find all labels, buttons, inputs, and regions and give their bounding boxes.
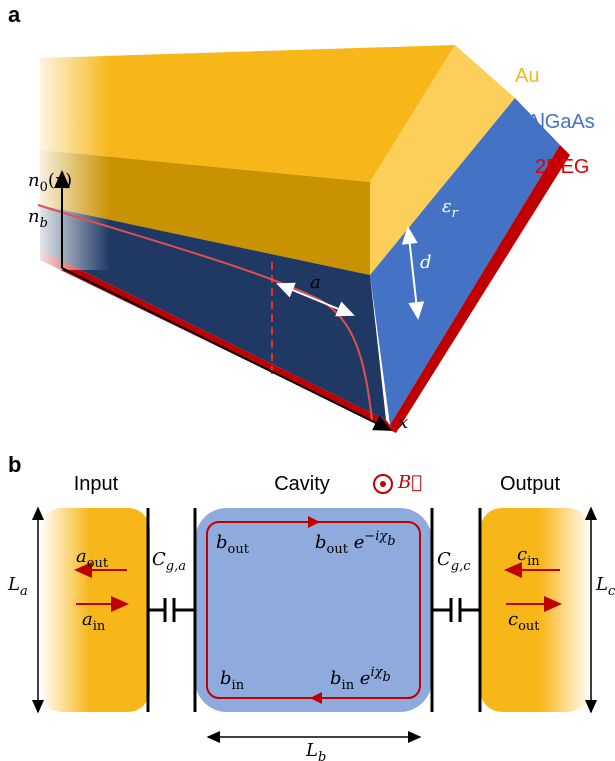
- math-label: d: [420, 252, 432, 273]
- math-part: b: [330, 668, 342, 689]
- section-label: Cavity: [274, 473, 330, 495]
- math-part: L: [7, 574, 20, 595]
- math-part: in: [93, 619, 106, 634]
- section-label: Input: [74, 473, 119, 495]
- loop-arrow: [308, 516, 320, 528]
- au-front: [40, 150, 370, 275]
- math-label: bin eiχb: [330, 665, 391, 693]
- math-label: La: [7, 574, 28, 599]
- math-label: Cg,a: [152, 549, 186, 574]
- math-part: b: [382, 670, 390, 685]
- math-part: b: [318, 750, 326, 761]
- math-part: x: [55, 170, 65, 191]
- deg-front: [40, 250, 396, 433]
- fade: [540, 506, 592, 714]
- math-label: bout: [216, 532, 250, 557]
- math-part: b: [40, 216, 48, 231]
- deg-side: [390, 145, 570, 433]
- math-part: c: [517, 544, 527, 565]
- math-part: g,a: [166, 559, 186, 574]
- fade: [40, 506, 90, 714]
- b-field-symbol: [373, 474, 393, 494]
- panel-label: b: [8, 452, 21, 477]
- au-side: [370, 45, 515, 275]
- math-part: b: [387, 534, 395, 549]
- dimension-arrows: [32, 506, 597, 743]
- math-part: a: [76, 546, 87, 567]
- math-part: a: [20, 584, 28, 599]
- math-part: L: [305, 740, 318, 761]
- port-arrows: [74, 562, 562, 612]
- math-part: b: [315, 532, 327, 553]
- math-part: out: [327, 542, 349, 557]
- math-part: (: [48, 170, 55, 191]
- math-part: c: [608, 584, 615, 599]
- layer-label: AlGaAs: [527, 111, 595, 133]
- cavity: [195, 508, 432, 712]
- math-label: a: [310, 272, 321, 293]
- layer-label: Au: [515, 65, 539, 87]
- a-arrow: [276, 282, 355, 317]
- math-label: Lb: [305, 740, 326, 761]
- au-top: [40, 45, 455, 182]
- math-part: C: [437, 549, 451, 570]
- math-part: L: [595, 574, 608, 595]
- math-part: b: [216, 532, 228, 553]
- panel-a: a Au AlGaAs 2DEG n0(x) nb εr d a x: [8, 2, 595, 433]
- circuit: [146, 508, 482, 712]
- math-part: in: [342, 678, 355, 693]
- math-label: bin: [220, 668, 245, 693]
- math-label: cin: [517, 544, 540, 569]
- math-part: a: [82, 609, 93, 630]
- math-part: ): [65, 170, 72, 191]
- algaas-front: [40, 205, 386, 420]
- b-field-dot: [380, 481, 386, 487]
- math-part: x: [398, 412, 408, 433]
- d-arrow: [401, 226, 425, 320]
- math-label: n0(x): [28, 170, 72, 195]
- math-part: e: [348, 532, 364, 553]
- math-label: aout: [76, 546, 109, 571]
- math-part: −iχ: [364, 529, 388, 544]
- math-label: Lc: [595, 574, 615, 599]
- math-part: c: [508, 609, 518, 630]
- math-label: B⃗: [397, 472, 422, 493]
- fade: [30, 40, 110, 270]
- x-axis: [61, 267, 392, 431]
- math-label: nb: [28, 206, 48, 231]
- math-label: Cg,c: [437, 549, 471, 574]
- math-label: ain: [82, 609, 106, 634]
- math-part: b: [220, 668, 232, 689]
- panel-b: b Input Cavity Output B⃗ Cg,a Cg,c aout …: [7, 452, 615, 761]
- panel-label: a: [8, 2, 21, 27]
- math-part: in: [232, 678, 245, 693]
- section-label: Output: [500, 473, 560, 495]
- math-part: in: [527, 554, 540, 569]
- math-part: d: [420, 252, 432, 273]
- math-label: x: [398, 412, 408, 433]
- math-part: ε: [442, 196, 452, 217]
- math-part: r: [452, 206, 459, 221]
- loop-arrow: [310, 692, 322, 704]
- math-part: n: [28, 170, 40, 191]
- math-part: out: [228, 542, 250, 557]
- math-label: cout: [508, 609, 540, 634]
- math-part: 0: [40, 180, 48, 195]
- math-part: iχ: [370, 665, 383, 680]
- math-part: g,c: [451, 559, 471, 574]
- math-part: out: [87, 556, 109, 571]
- math-label: bout e−iχb: [315, 529, 396, 557]
- math-part: B⃗: [397, 472, 422, 493]
- math-part: a: [310, 272, 321, 293]
- math-part: out: [518, 619, 540, 634]
- algaas-side: [370, 98, 560, 425]
- math-label: εr: [442, 196, 459, 221]
- math-part: C: [152, 549, 166, 570]
- math-part: n: [28, 206, 40, 227]
- math-part: e: [354, 668, 370, 689]
- layer-label: 2DEG: [535, 156, 589, 178]
